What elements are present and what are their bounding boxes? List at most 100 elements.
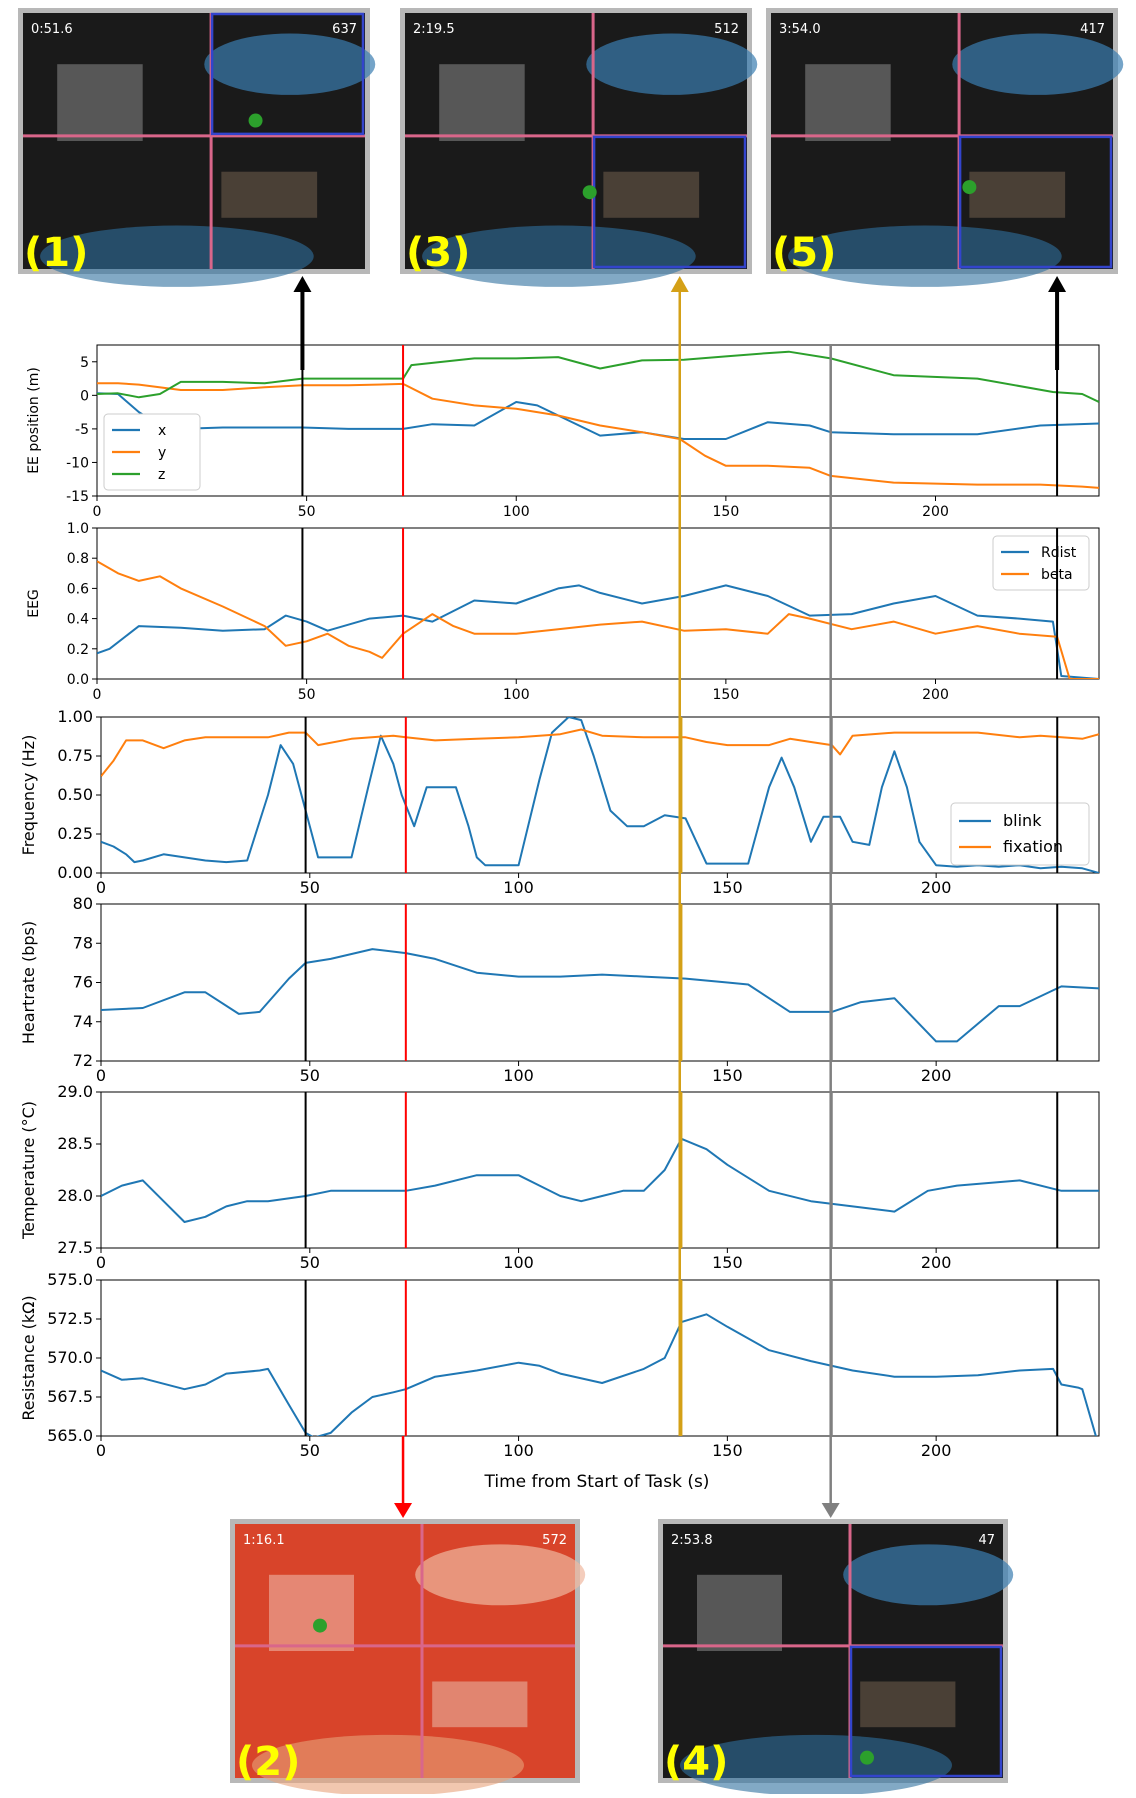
- target-dot: [962, 180, 977, 195]
- legend-box: [103, 413, 201, 491]
- y-tick-label: 0.8: [67, 551, 89, 567]
- event-markers: [293, 276, 1067, 1518]
- x-tick-label: 0: [96, 1253, 106, 1272]
- series-line-y: [97, 382, 1099, 489]
- marker-arrowhead: [394, 1503, 413, 1518]
- y-tick-label: 567.5: [47, 1387, 93, 1406]
- y-tick-label: 0.4: [67, 612, 89, 628]
- earth-view: [586, 33, 758, 95]
- plot-frame: [100, 903, 1100, 1062]
- y-tick-label: 76: [73, 973, 93, 992]
- x-tick-label: 0: [96, 1066, 106, 1085]
- thumbnail-label: (2): [236, 1739, 300, 1785]
- thumbnail-label: (3): [406, 230, 470, 276]
- x-tick-label: 0: [96, 878, 106, 897]
- y-tick-label: 570.0: [47, 1348, 93, 1367]
- y-tick-label: 0: [80, 388, 89, 404]
- x-tick-label: 150: [712, 1441, 743, 1460]
- x-tick-label: 50: [298, 687, 316, 703]
- x-tick-label: 100: [503, 687, 530, 703]
- earth-view: [252, 1734, 524, 1796]
- y-tick-label: -15: [66, 489, 89, 505]
- x-tick-label: 50: [298, 504, 316, 520]
- solar-panel-view: [603, 171, 700, 218]
- y-tick-label: 5: [80, 355, 89, 371]
- legend-label-fixation: fixation: [1003, 837, 1063, 856]
- x-tick-label: 100: [503, 878, 534, 897]
- earth-view: [422, 225, 696, 287]
- target-dot: [860, 1750, 874, 1765]
- y-tick-label: 1.0: [67, 521, 89, 537]
- y-tick-label: 28.5: [57, 1134, 93, 1153]
- video-timestamp: 3:54.0: [779, 22, 821, 37]
- x-tick-label: 150: [712, 1253, 743, 1272]
- series-line-blink: [101, 717, 1099, 873]
- series-line-Rdist: [97, 584, 1099, 679]
- active-quadrant: [958, 135, 1113, 269]
- series-line-temperature: [101, 1137, 1099, 1223]
- y-tick-label: 572.5: [47, 1309, 93, 1328]
- y-tick-label: 0.0: [67, 672, 89, 688]
- legend-label-x: x: [158, 423, 166, 439]
- x-tick-label: 50: [300, 878, 320, 897]
- x-tick-label: 200: [921, 1066, 952, 1085]
- y-tick-label: 74: [73, 1012, 93, 1031]
- legend: Rdistbeta: [992, 535, 1090, 591]
- video-thumbnails: 0:51.6 637(1)1:16.1 572(2)2:19.5 512(3)2:53…: [18, 8, 1124, 1796]
- station-arm-view: [57, 64, 143, 141]
- y-tick-label: -5: [75, 422, 89, 438]
- marker-arrowhead: [1048, 276, 1067, 292]
- series-line-fixation: [101, 728, 1099, 777]
- y-tick-label: 29.0: [57, 1082, 93, 1101]
- thumbnail-label: (5): [772, 230, 836, 276]
- plot-frame: [100, 1091, 1100, 1249]
- y-tick-label: 0.2: [67, 642, 89, 658]
- x-tick-label: 0: [93, 687, 102, 703]
- solar-panel-view: [860, 1681, 956, 1728]
- video-timestamp: 0:51.6: [31, 22, 73, 37]
- legend-box: [992, 535, 1090, 591]
- solar-panel-view: [432, 1681, 528, 1728]
- chart-panel-4: 72 74 76 78 80 0 50 100 150 200 Heartrate (bps): [19, 894, 1100, 1085]
- thumbnail-label: (1): [24, 230, 88, 276]
- x-tick-label: 200: [921, 1253, 952, 1272]
- video-timestamp: 2:19.5: [413, 22, 455, 37]
- y-tick-label: 0.75: [57, 746, 93, 765]
- x-tick-label: 150: [712, 1066, 743, 1085]
- marker-2: [394, 345, 413, 1518]
- x-tick-label: 150: [713, 687, 740, 703]
- earth-view: [952, 33, 1124, 95]
- series-line-z: [97, 350, 1099, 403]
- station-arm-view: [805, 64, 891, 141]
- legend-label-Rdist: Rdist: [1041, 545, 1077, 561]
- thumbnail-1: 0:51.6 637 (1): [18, 8, 376, 287]
- marker-5: [1048, 276, 1067, 1436]
- legend-label-z: z: [158, 467, 165, 483]
- series-line-heartrate: [101, 948, 1099, 1043]
- target-dot: [248, 113, 263, 128]
- y-axis-label: EEG: [26, 589, 42, 618]
- chart-panel-6: 565.0 567.5 570.0 572.5 575.0 0 50 100 150 200 Res…: [19, 1270, 1100, 1460]
- chart-panel-5: 27.5 28.0 28.5 29.0 0 50 100 150 200 Temperature …: [19, 1082, 1100, 1272]
- y-tick-label: 1.00: [57, 707, 93, 726]
- x-tick-label: 50: [300, 1066, 320, 1085]
- legend-label-blink: blink: [1003, 811, 1042, 830]
- y-tick-label: 27.5: [57, 1238, 93, 1257]
- marker-1: [293, 276, 312, 1436]
- legend-label-y: y: [158, 445, 166, 461]
- series-line-resistance: [101, 1313, 1097, 1436]
- earth-view: [415, 1544, 586, 1606]
- video-counter: 512: [714, 22, 739, 37]
- x-tick-label: 100: [503, 1066, 534, 1085]
- target-dot: [313, 1618, 327, 1633]
- plot-frame: [96, 527, 1100, 680]
- y-axis-label: Heartrate (bps): [19, 921, 38, 1044]
- station-arm-view: [269, 1574, 354, 1651]
- y-axis-label: Resistance (kΩ): [19, 1295, 38, 1420]
- earth-view: [788, 225, 1062, 287]
- active-quadrant: [592, 135, 747, 269]
- y-tick-label: 28.0: [57, 1186, 93, 1205]
- active-quadrant: [210, 12, 365, 136]
